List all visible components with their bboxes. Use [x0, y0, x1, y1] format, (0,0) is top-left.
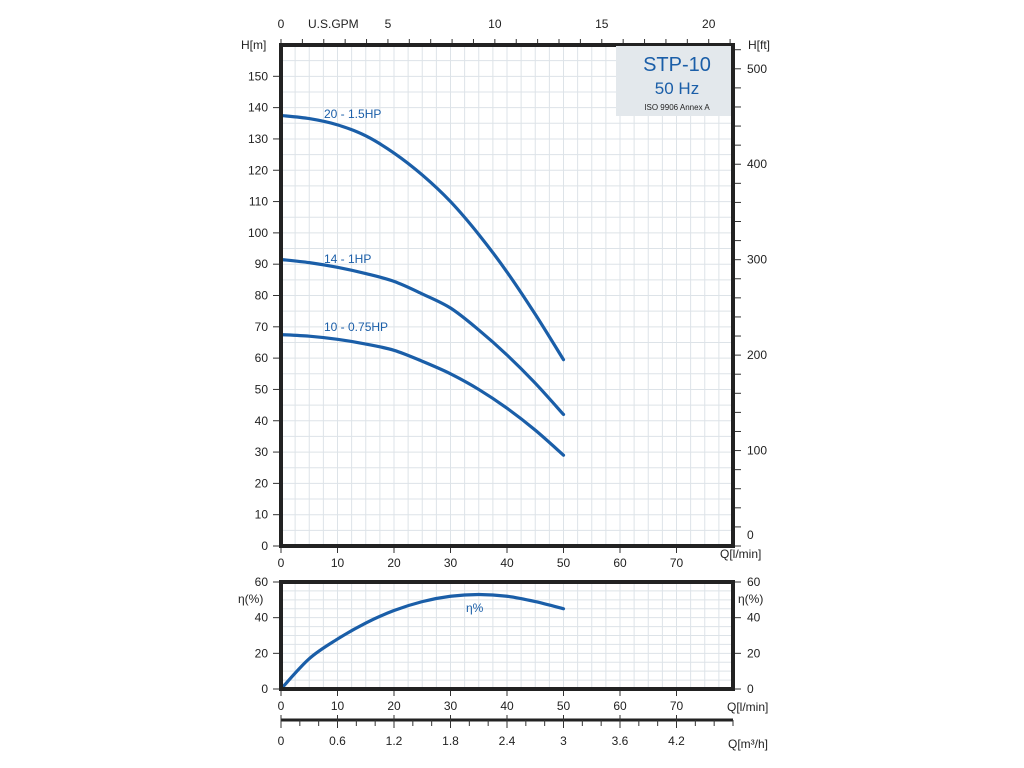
- eff-y-tick-label: 20: [255, 646, 269, 660]
- series-label-eff: η%: [466, 601, 484, 615]
- eff-x-tick-label: 70: [670, 699, 684, 713]
- efficiency-curve: [279, 592, 566, 691]
- y-tick-label: 40: [255, 414, 269, 428]
- x-top-axis-label: U.S.GPM: [308, 17, 359, 31]
- eff-y-right-tick-label: 40: [747, 611, 761, 625]
- x-tick-label: 10: [331, 556, 345, 570]
- x-top-tick-label: 10: [488, 17, 502, 31]
- y-tick-label: 20: [255, 476, 269, 490]
- y-axis-label: H[m]: [241, 38, 266, 52]
- x-tick-label: 40: [500, 556, 514, 570]
- eff-y-tick-label: 0: [261, 682, 268, 696]
- eff-y-axis-label: η(%): [238, 592, 263, 606]
- m3h-tick-label: 3: [560, 734, 567, 748]
- curves: [279, 113, 566, 691]
- y-tick-label: 130: [248, 132, 268, 146]
- eff-x-tick-label: 40: [500, 699, 514, 713]
- eff-y-right-tick-label: 20: [747, 646, 761, 660]
- series-label-10: 10 - 0.75HP: [324, 320, 388, 334]
- eff-x-axis-label: Q[l/min]: [727, 700, 768, 714]
- x-top-tick-label: 5: [385, 17, 392, 31]
- eff-x-tick-label: 20: [387, 699, 401, 713]
- head-curve-2: [279, 333, 566, 457]
- eff-x-tick-label: 60: [613, 699, 627, 713]
- x-axis-label: Q[l/min]: [720, 547, 761, 561]
- m3h-tick-label: 1.2: [386, 734, 403, 748]
- m3h-tick-label: 4.2: [668, 734, 685, 748]
- standard-label: ISO 9906 Annex A: [644, 103, 710, 112]
- x-tick-label: 70: [670, 556, 684, 570]
- eff-x-tick-label: 30: [444, 699, 458, 713]
- eff-y-right-axis-label: η(%): [738, 592, 763, 606]
- y-right-tick-label: 500: [747, 62, 767, 76]
- y-right-tick-label: 100: [747, 444, 767, 458]
- x-tick-label: 20: [387, 556, 401, 570]
- y-right-tick-label: 300: [747, 253, 767, 267]
- y-right-tick-label: 400: [747, 157, 767, 171]
- head-curve-0: [279, 113, 566, 362]
- y-right-tick-label: 200: [747, 348, 767, 362]
- x-tick-label: 60: [613, 556, 627, 570]
- y-tick-label: 50: [255, 382, 269, 396]
- eff-x-tick-label: 50: [557, 699, 571, 713]
- y-tick-label: 90: [255, 257, 269, 271]
- x-tick-label: 0: [278, 556, 285, 570]
- head-curve-1: [279, 257, 566, 417]
- x-tick-label: 30: [444, 556, 458, 570]
- axis-ticks: 0102030405060708090100110120130140150010…: [248, 17, 767, 748]
- x-top-tick-label: 15: [595, 17, 609, 31]
- m3h-tick-label: 2.4: [499, 734, 516, 748]
- y-right-axis-label: H[ft]: [748, 38, 770, 52]
- y-tick-label: 80: [255, 289, 269, 303]
- eff-y-tick-label: 60: [255, 575, 269, 589]
- m3h-tick-label: 0.6: [329, 734, 346, 748]
- m3h-tick-label: 0: [278, 734, 285, 748]
- y-tick-label: 10: [255, 508, 269, 522]
- y-tick-label: 60: [255, 351, 269, 365]
- eff-x-tick-label: 0: [278, 699, 285, 713]
- efficiency-grid: [281, 582, 733, 689]
- x-top-tick-label: 0: [278, 17, 285, 31]
- eff-x-tick-label: 10: [331, 699, 345, 713]
- y-tick-label: 150: [248, 69, 268, 83]
- head-grid: [281, 45, 733, 546]
- y-right-tick-label: 0: [747, 528, 754, 542]
- x-top-tick-label: 20: [702, 17, 716, 31]
- m3h-axis-label: Q[m³/h]: [728, 737, 768, 751]
- m3h-tick-label: 3.6: [612, 734, 629, 748]
- frequency-label: 50 Hz: [655, 79, 699, 98]
- eff-y-right-tick-label: 0: [747, 682, 754, 696]
- y-tick-label: 120: [248, 163, 268, 177]
- x-tick-label: 50: [557, 556, 571, 570]
- y-tick-label: 100: [248, 226, 268, 240]
- legend-box: STP-10 50 Hz ISO 9906 Annex A: [616, 46, 731, 116]
- series-label-14: 14 - 1HP: [324, 252, 371, 266]
- model-label: STP-10: [643, 54, 711, 76]
- eff-y-right-tick-label: 60: [747, 575, 761, 589]
- eff-y-tick-label: 40: [255, 611, 269, 625]
- y-tick-label: 0: [261, 539, 268, 553]
- y-tick-label: 140: [248, 101, 268, 115]
- y-tick-label: 30: [255, 445, 269, 459]
- m3h-tick-label: 1.8: [442, 734, 459, 748]
- efficiency-plot-frame: [279, 580, 735, 691]
- head-plot-frame: [279, 43, 735, 548]
- y-tick-label: 70: [255, 320, 269, 334]
- y-tick-label: 110: [249, 195, 268, 209]
- series-label-20: 20 - 1.5HP: [324, 107, 381, 121]
